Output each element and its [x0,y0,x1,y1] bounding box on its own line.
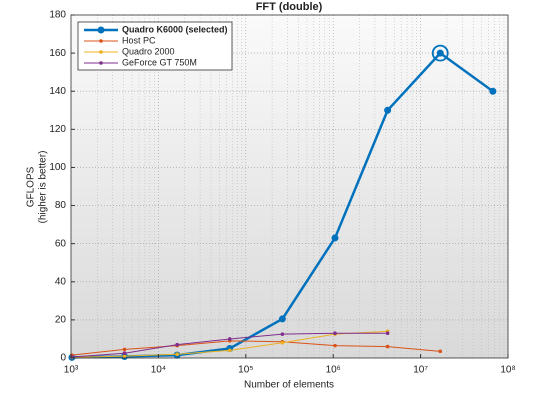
data-point [438,349,443,354]
y-tick-label: 60 [55,238,67,249]
legend-label: GeForce GT 750M [122,57,197,67]
data-point [489,87,497,95]
data-point [280,332,285,336]
y-tick-label: 160 [49,48,66,59]
highlight-ring [431,44,449,62]
plot-area [71,15,508,358]
y-axis-label: GFLOPS [26,166,37,207]
y-tick-label: 0 [60,353,66,364]
legend-marker [99,50,103,54]
legend-marker [99,39,103,43]
x-tick-label: 10⁶ [326,365,341,376]
data-point [122,354,127,358]
y-tick-label: 140 [49,86,66,97]
data-point [384,106,392,114]
x-tick-label: 10⁷ [413,365,428,376]
data-point [385,331,390,336]
data-point [175,352,179,356]
y-axis-label: (higher is better) [38,151,49,224]
data-point [280,340,285,345]
x-tick-label: 10⁵ [238,365,253,376]
data-point [333,343,337,348]
data-point [333,331,337,336]
legend-label: Quadro K6000 (selected) [122,24,228,34]
plot-frame [70,14,509,359]
data-point [331,234,339,242]
data-point [436,49,444,57]
legend-label: Host PC [122,35,156,45]
data-point [227,337,232,341]
y-tick-label: 40 [55,276,67,287]
marks [68,44,497,361]
x-tick-label: 10⁸ [500,365,515,376]
y-tick-label: 120 [49,124,66,135]
data-point [227,348,232,353]
chart-title: FFT (double) [256,1,323,13]
data-point [278,315,286,323]
data-point [122,351,127,356]
x-tick-label: 10⁴ [151,365,166,376]
legend-marker [99,61,103,65]
y-tick-label: 20 [55,315,67,326]
series-line [71,340,441,356]
grid [70,14,509,359]
legend-marker [97,26,105,34]
y-tick-label: 100 [49,162,66,173]
y-tick-label: 80 [55,200,67,211]
data-point [175,342,179,347]
data-point [122,347,127,352]
data-point [385,344,390,349]
x-tick-label: 10³ [64,365,79,376]
x-axis-label: Number of elements [244,380,334,391]
y-tick-label: 180 [49,10,66,21]
legend-label: Quadro 2000 [122,46,175,56]
